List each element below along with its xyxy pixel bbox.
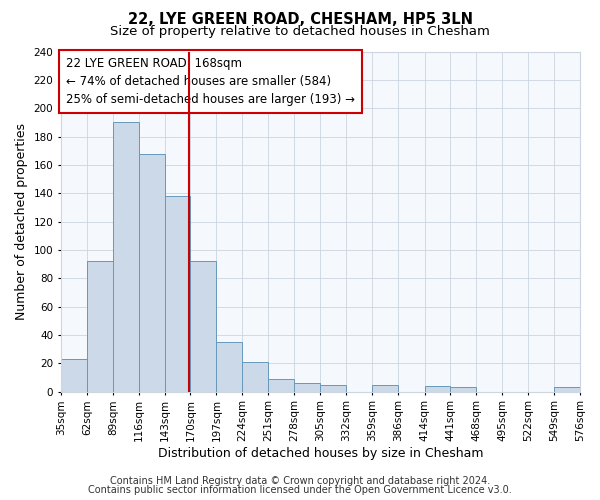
Text: Contains public sector information licensed under the Open Government Licence v3: Contains public sector information licen… <box>88 485 512 495</box>
Bar <box>190 262 217 392</box>
Bar <box>425 386 451 392</box>
Text: 22 LYE GREEN ROAD: 168sqm
← 74% of detached houses are smaller (584)
25% of semi: 22 LYE GREEN ROAD: 168sqm ← 74% of detac… <box>66 56 355 106</box>
Bar <box>294 383 320 392</box>
Bar <box>320 384 346 392</box>
Bar <box>164 196 190 392</box>
Bar <box>139 154 164 392</box>
Bar <box>554 388 580 392</box>
Y-axis label: Number of detached properties: Number of detached properties <box>15 123 28 320</box>
Bar <box>451 388 476 392</box>
Text: Size of property relative to detached houses in Chesham: Size of property relative to detached ho… <box>110 25 490 38</box>
Bar <box>87 262 113 392</box>
Text: Contains HM Land Registry data © Crown copyright and database right 2024.: Contains HM Land Registry data © Crown c… <box>110 476 490 486</box>
Bar <box>217 342 242 392</box>
Bar <box>113 122 139 392</box>
Bar <box>268 379 294 392</box>
Bar <box>372 384 398 392</box>
Bar <box>61 359 87 392</box>
X-axis label: Distribution of detached houses by size in Chesham: Distribution of detached houses by size … <box>158 447 483 460</box>
Text: 22, LYE GREEN ROAD, CHESHAM, HP5 3LN: 22, LYE GREEN ROAD, CHESHAM, HP5 3LN <box>128 12 473 28</box>
Bar <box>242 362 268 392</box>
